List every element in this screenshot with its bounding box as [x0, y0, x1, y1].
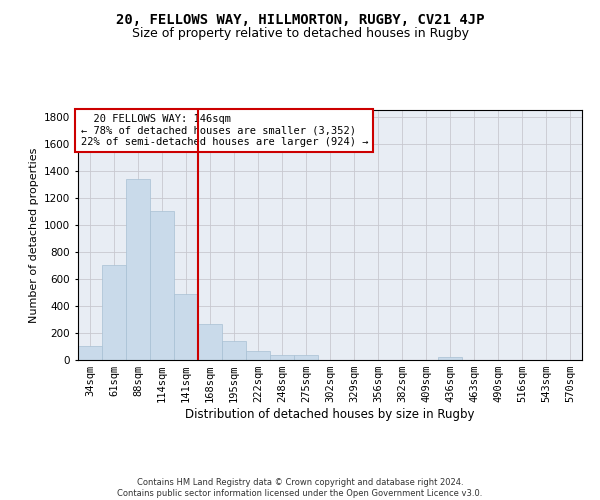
- Bar: [438, 358, 462, 360]
- Bar: [246, 350, 270, 360]
- Text: Contains HM Land Registry data © Crown copyright and database right 2024.
Contai: Contains HM Land Registry data © Crown c…: [118, 478, 482, 498]
- Text: Size of property relative to detached houses in Rugby: Size of property relative to detached ho…: [131, 28, 469, 40]
- Bar: [174, 294, 198, 360]
- Bar: [294, 356, 318, 360]
- Bar: [126, 179, 150, 360]
- Bar: [78, 346, 102, 360]
- Text: 20, FELLOWS WAY, HILLMORTON, RUGBY, CV21 4JP: 20, FELLOWS WAY, HILLMORTON, RUGBY, CV21…: [116, 12, 484, 26]
- Text: 20 FELLOWS WAY: 146sqm
← 78% of detached houses are smaller (3,352)
22% of semi-: 20 FELLOWS WAY: 146sqm ← 78% of detached…: [80, 114, 368, 147]
- Bar: [222, 341, 246, 360]
- X-axis label: Distribution of detached houses by size in Rugby: Distribution of detached houses by size …: [185, 408, 475, 421]
- Bar: [270, 356, 294, 360]
- Y-axis label: Number of detached properties: Number of detached properties: [29, 148, 38, 322]
- Bar: [150, 212, 174, 360]
- Bar: [198, 324, 222, 360]
- Bar: [102, 266, 126, 360]
